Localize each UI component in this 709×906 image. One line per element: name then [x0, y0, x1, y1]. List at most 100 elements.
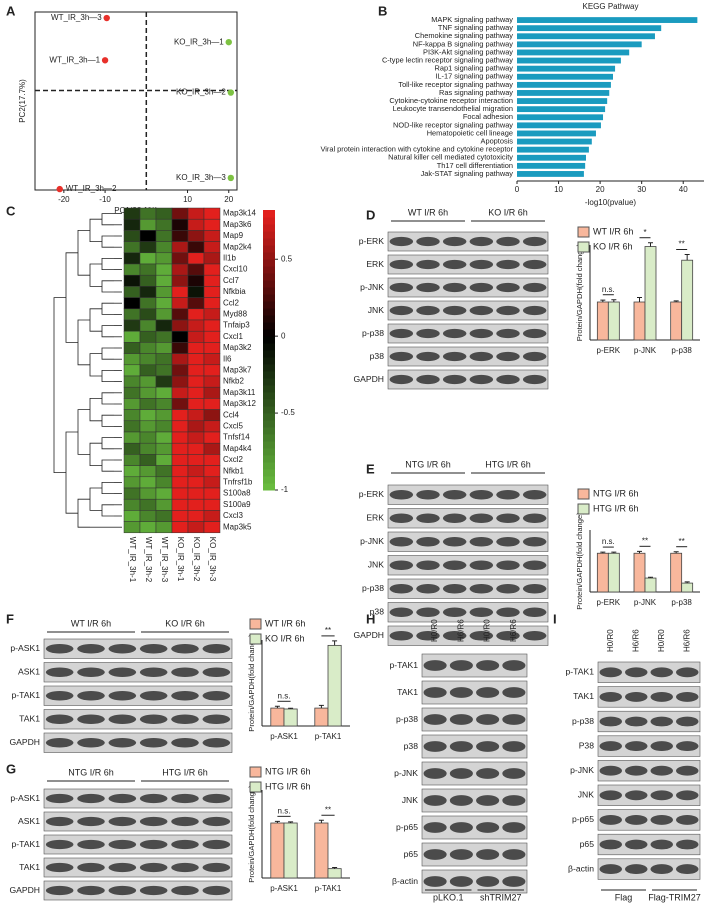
heat-cell: [203, 319, 221, 332]
colorbar-step: [263, 420, 275, 428]
heat-cell: [203, 207, 221, 220]
legend-swatch: [249, 766, 262, 778]
blot-strip: [387, 231, 549, 252]
panel-label: D: [366, 207, 375, 222]
heat-cell: [155, 521, 173, 534]
error-bar: [288, 707, 294, 709]
heat-cell: [139, 521, 157, 534]
panel-label: A: [6, 3, 16, 18]
panel-label: G: [6, 761, 16, 776]
heat-cell: [155, 230, 173, 242]
blot-band: [108, 644, 137, 654]
blot-band: [108, 667, 137, 677]
heat-cell: [203, 308, 221, 321]
heat-cell: [123, 487, 141, 500]
colorbar-step: [263, 448, 275, 456]
colorbar-label: 0: [281, 331, 286, 340]
bar: [517, 146, 589, 153]
y-axis-title: Protein/GAPDH(fold change): [575, 512, 584, 610]
row-label: Tnfsf14: [223, 433, 250, 442]
panel-label: F: [6, 611, 14, 626]
bar: [517, 65, 616, 72]
blot-band: [416, 584, 440, 594]
blot-band: [416, 513, 440, 523]
row-label: Map4k4: [223, 444, 252, 453]
panel-label: H: [366, 611, 375, 626]
blot-band: [45, 644, 74, 654]
heat-cell: [171, 521, 189, 534]
row-label: Cxcl2: [223, 455, 244, 464]
bar: [517, 122, 601, 129]
blot-band: [416, 607, 440, 617]
heat-cell: [171, 487, 189, 500]
blot-band: [676, 790, 699, 801]
blot-band: [77, 839, 105, 850]
legend-swatch: [249, 618, 262, 630]
colorbar-step: [263, 413, 275, 421]
blot-band: [77, 667, 105, 677]
point: [56, 185, 63, 193]
heat-cell: [155, 319, 173, 332]
blot-row-label: p38: [370, 607, 385, 617]
heat-cell: [123, 420, 141, 433]
blot-row-label: GAPDH: [9, 737, 40, 747]
x-tick-label: -20: [58, 195, 70, 204]
heat-cell: [203, 263, 221, 276]
heat-cell: [187, 465, 205, 478]
blot-row-label: JNK: [368, 305, 385, 315]
category-label: Cytokine-cytokine receptor interaction: [389, 96, 513, 105]
significance-label: n.s.: [602, 285, 615, 294]
blot-row-label: p-TAK1: [12, 839, 41, 849]
heat-cell: [203, 218, 221, 231]
blot-band: [416, 490, 440, 500]
heat-cell: [155, 510, 173, 522]
blot-band: [389, 490, 414, 500]
blot-band: [442, 305, 467, 316]
blot-band: [442, 259, 467, 270]
row-label: Ccl4: [223, 410, 240, 419]
blot-band: [625, 691, 648, 702]
heat-cell: [155, 353, 173, 366]
heat-cell: [171, 510, 189, 522]
blot-band: [522, 259, 547, 270]
legend-label: NTG I/R 6h: [593, 488, 639, 498]
heat-cell: [123, 330, 141, 343]
blot-band: [469, 560, 494, 570]
category-label: Leukocyte transendothelial migration: [393, 104, 513, 113]
blot-group-label: shTRIM27: [480, 892, 522, 902]
heat-cell: [187, 263, 205, 276]
bar: [670, 301, 683, 341]
blot-band: [476, 768, 500, 779]
blot-band: [469, 351, 494, 362]
heat-cell: [203, 498, 221, 511]
blot-band: [202, 667, 231, 677]
significance-label: **: [325, 805, 331, 814]
row-label: Map3k14: [223, 209, 256, 218]
blot-band: [202, 714, 231, 724]
blot-strip: [43, 811, 233, 832]
category-label: Ras signaling pathway: [439, 88, 513, 97]
blot-band: [502, 660, 526, 671]
colorbar-step: [263, 427, 275, 435]
bar: [270, 707, 285, 727]
blot-band: [389, 236, 414, 247]
heat-cell: [171, 476, 189, 489]
blot-band: [202, 885, 231, 896]
lane-label: H6/R6: [509, 619, 518, 642]
colorbar-step: [263, 287, 275, 295]
blot-row-label: p38: [370, 351, 385, 361]
blot-row-label: β-actin: [392, 876, 418, 886]
heat-cell: [171, 442, 189, 455]
blot-row-label: TAK1: [19, 862, 40, 872]
blot-band: [139, 885, 168, 896]
colorbar-step: [263, 301, 275, 309]
row-label: Map2k4: [223, 242, 252, 251]
heat-cell: [187, 510, 205, 522]
x-tick-label: p-ERK: [597, 346, 621, 355]
column-label: WT_IR_3h-3: [160, 537, 169, 583]
heat-cell: [203, 431, 221, 444]
blot-band: [139, 862, 168, 873]
blot-row-label: p-ERK: [359, 489, 385, 499]
blot-strip: [597, 661, 701, 683]
blot-band: [442, 374, 467, 385]
